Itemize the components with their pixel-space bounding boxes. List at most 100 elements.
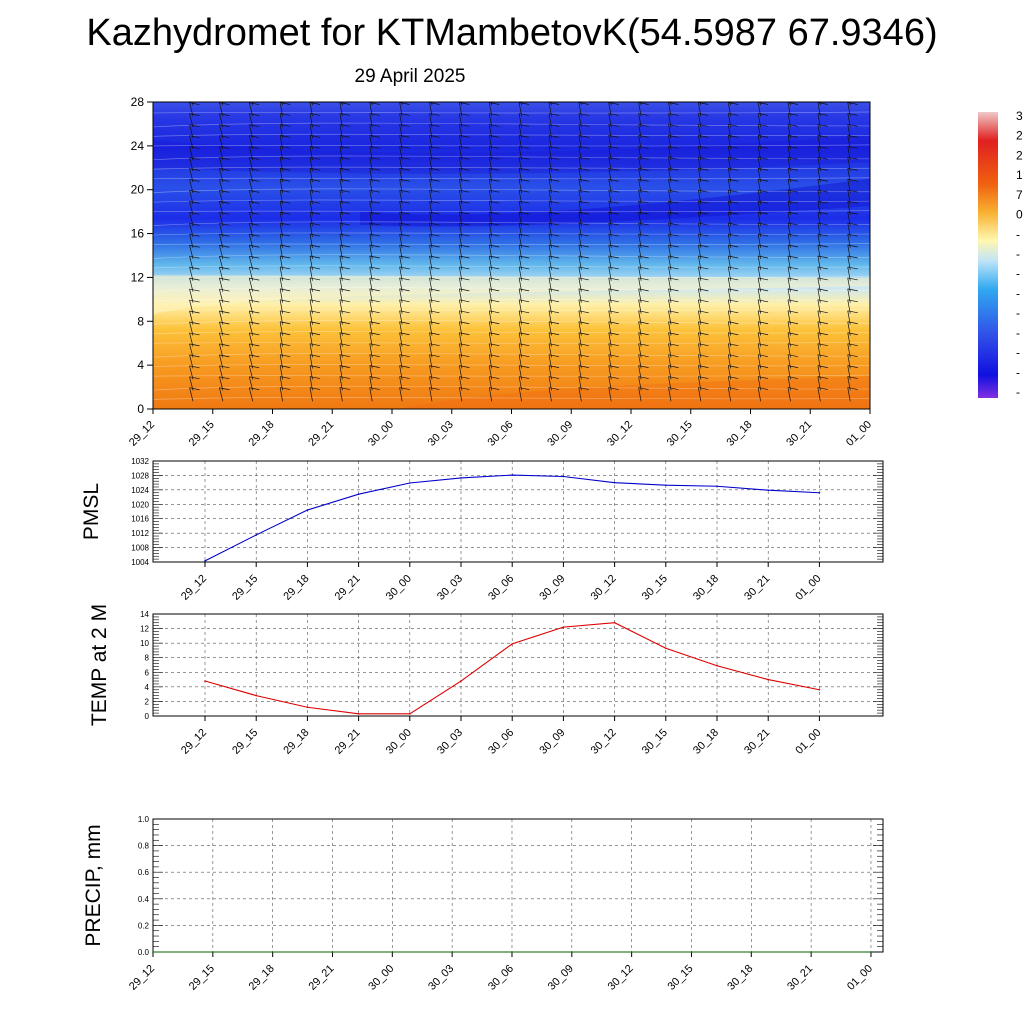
wind-barb-flag — [219, 233, 230, 237]
wind-barb-flag — [189, 332, 200, 336]
wind-barb-staff — [668, 135, 672, 150]
wind-barb-flag — [219, 310, 230, 314]
wind-barb-flag — [787, 178, 799, 182]
wind-barb-staff — [787, 376, 791, 391]
wind-barb-flag — [698, 189, 709, 193]
wind-barb-flag — [698, 156, 709, 160]
wind-barb-flag — [817, 387, 828, 390]
wind-barb-flag — [339, 189, 350, 193]
wind-barb-staff — [309, 201, 313, 215]
wind-barb-flag — [548, 288, 560, 292]
wind-barb-staff — [578, 343, 582, 358]
wind-barb-flag — [758, 167, 769, 171]
wind-barb-flag — [668, 145, 679, 149]
wind-barb-staff — [638, 223, 642, 237]
wind-barb-flag — [429, 102, 440, 105]
wind-barb-flag — [787, 299, 799, 303]
wind-barb-flag — [399, 376, 410, 379]
wind-barb-staff — [279, 113, 283, 128]
wind-barb-staff — [727, 233, 732, 248]
wind-barb-staff — [309, 288, 313, 303]
data-point — [818, 688, 821, 691]
wind-barb-flag — [429, 321, 440, 325]
wind-barb-flag — [399, 189, 410, 193]
x-tick-label: 30_09 — [537, 573, 567, 603]
wind-barb-flag — [698, 343, 709, 347]
wind-barb-staff — [847, 376, 851, 391]
wind-barb-flag — [847, 343, 858, 347]
wind-barb-staff — [787, 212, 791, 226]
wind-barb-flag — [578, 244, 589, 248]
x-tick-label: 30_21 — [742, 573, 772, 603]
wind-barb-flag — [787, 189, 799, 193]
wind-barb-flag — [519, 266, 530, 270]
wind-barb-staff — [189, 387, 194, 402]
wind-barb-staff — [638, 233, 642, 248]
wind-barb-flag — [459, 365, 470, 368]
wind-barb-staff — [248, 179, 254, 194]
wind-barb-staff — [817, 212, 821, 226]
wind-barb-staff — [847, 332, 851, 347]
wind-barb-flag — [280, 299, 291, 303]
wind-barb-staff — [279, 387, 283, 402]
wind-barb-flag — [817, 299, 828, 303]
wind-barb-flag — [698, 145, 709, 149]
wind-barb-staff — [248, 310, 254, 325]
x-tick-label: 29_12 — [127, 963, 157, 993]
colorbar-label: - — [1016, 365, 1020, 379]
wind-barb-staff — [578, 190, 582, 205]
wind-barb-flag — [519, 288, 530, 292]
wind-barb-flag — [429, 277, 440, 281]
wind-barb-staff — [727, 179, 732, 194]
wind-barb-flag — [219, 146, 230, 149]
y-tick-label: 24 — [131, 139, 145, 153]
y-tick-label: 1016 — [131, 515, 149, 524]
data-point — [810, 951, 812, 953]
wind-barb-flag — [399, 354, 410, 358]
data-point — [571, 951, 573, 953]
y-tick-label: 1032 — [131, 457, 149, 466]
wind-barb-flag — [280, 310, 291, 314]
wind-barb-staff — [369, 288, 373, 303]
wind-barb-flag — [280, 343, 291, 347]
wind-barb-flag — [399, 266, 410, 270]
y-tick-label: 1.0 — [138, 815, 150, 824]
wind-barb-flag — [548, 266, 560, 270]
wind-barb-flag — [608, 211, 619, 215]
wind-barb-flag — [817, 376, 828, 379]
wind-barb-staff — [727, 244, 732, 259]
wind-barb-staff — [219, 124, 224, 139]
wind-barb-flag — [638, 167, 649, 171]
wind-barb-staff — [817, 201, 821, 215]
wind-barb-staff — [189, 179, 194, 194]
wind-barb-staff — [488, 354, 493, 369]
wind-barb-staff — [518, 387, 522, 402]
page-subtitle: 29 April 2025 — [354, 66, 466, 87]
wind-barb-flag — [369, 124, 380, 127]
wind-barb-flag — [429, 387, 440, 390]
wind-barb-staff — [787, 124, 791, 139]
data-point — [665, 647, 667, 650]
x-tick-label: 30_12 — [605, 419, 635, 449]
wind-barb-flag — [280, 200, 291, 204]
wind-barb-staff — [578, 124, 582, 139]
wind-barb-staff — [638, 179, 642, 194]
wind-barb-staff — [219, 201, 224, 216]
wind-barb-staff — [488, 102, 493, 117]
wind-barb-staff — [668, 124, 672, 139]
wind-barb-staff — [817, 146, 821, 161]
wind-barb-flag — [787, 387, 799, 390]
wind-barb-flag — [698, 200, 709, 204]
wind-barb-flag — [519, 102, 530, 105]
wind-barb-flag — [847, 332, 858, 336]
wind-barb-staff — [518, 168, 522, 183]
x-tick-label: 29_21 — [306, 419, 336, 449]
wind-barb-flag — [758, 365, 769, 368]
x-tick-label: 30_15 — [665, 963, 695, 993]
wind-barb-flag — [280, 244, 291, 248]
wind-barb-staff — [578, 168, 582, 183]
wind-barb-staff — [279, 266, 283, 281]
wind-barb-flag — [429, 266, 440, 270]
colorbar — [978, 112, 998, 398]
wind-barb-staff — [668, 288, 672, 303]
